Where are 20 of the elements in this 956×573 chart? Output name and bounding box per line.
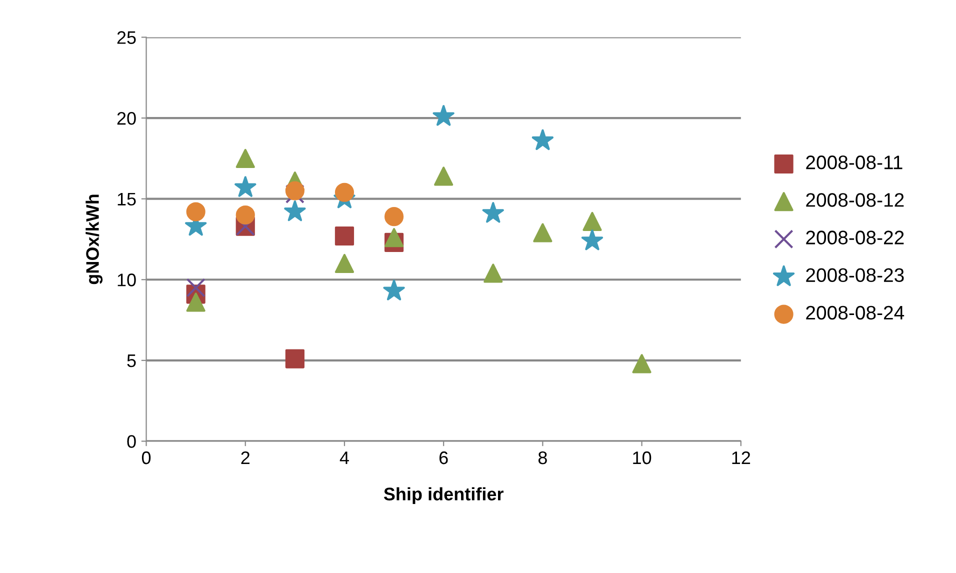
x-tick-label: 8 (538, 451, 547, 464)
y-tick-label: 15 (118, 192, 136, 206)
legend-label: 2008-08-11 (806, 156, 902, 170)
x-tick-label: 2 (241, 451, 250, 464)
x-tick-label: 4 (340, 452, 349, 464)
legend-label: 2008-08-12 (806, 193, 904, 207)
legend-label: 2008-08-22 (806, 230, 904, 244)
x-tick-label: 10 (633, 451, 652, 464)
legend-label: 2008-08-23 (806, 268, 904, 282)
y-tick-label: 5 (127, 354, 136, 368)
x-tick-label: 6 (439, 451, 448, 464)
y-tick-label: 10 (118, 274, 136, 286)
x-axis-title: Ship identifier (384, 487, 504, 504)
x-tick-label: 0 (142, 451, 151, 464)
x-tick-label: 12 (732, 451, 750, 464)
y-tick-label: 25 (117, 31, 136, 44)
y-tick-label: 20 (117, 112, 136, 125)
y-axis-title: gNOx/kWh (86, 194, 103, 284)
legend-label: 2008-08-24 (806, 306, 904, 320)
y-tick-label: 0 (127, 435, 136, 448)
